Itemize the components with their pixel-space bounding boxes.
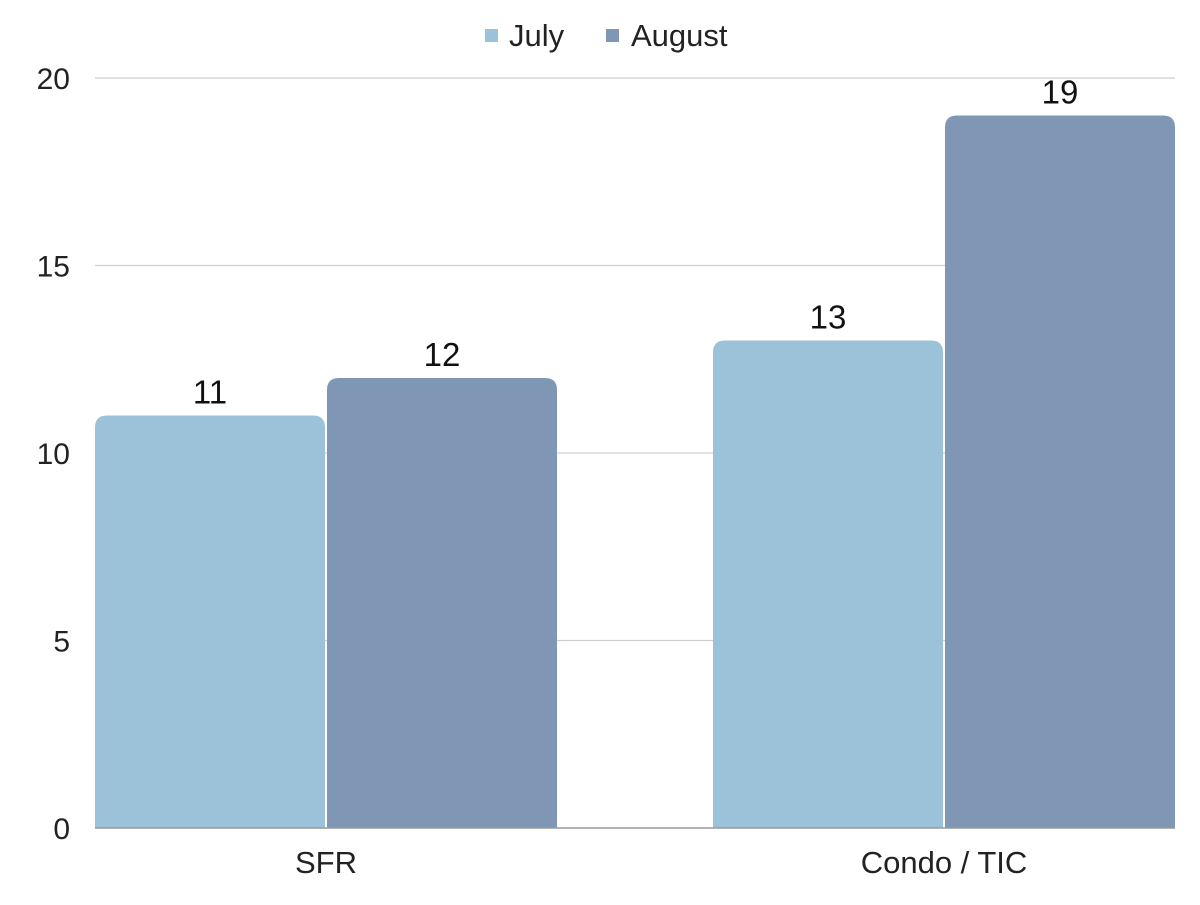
legend: July August	[485, 18, 728, 53]
data-label: 19	[1042, 74, 1079, 111]
x-tick-label: SFR	[295, 845, 357, 880]
y-tick-label: 15	[37, 251, 70, 284]
bar-august-1	[327, 378, 557, 828]
bars	[95, 115, 1175, 828]
y-tick-label: 5	[53, 626, 70, 659]
legend-label-july: July	[509, 18, 565, 53]
data-label: 13	[810, 299, 847, 336]
legend-swatch-july	[485, 29, 498, 42]
bar-july-2	[713, 340, 943, 828]
axes: 0 5 10 15 20 SFR Condo / TIC	[37, 63, 1175, 880]
data-label: 12	[424, 336, 461, 373]
y-tick-label: 20	[37, 63, 70, 96]
x-tick-label: Condo / TIC	[861, 845, 1028, 880]
data-labels: 11 12 13 19	[193, 74, 1078, 411]
legend-label-august: August	[631, 18, 728, 53]
y-tick-label: 0	[53, 813, 70, 846]
legend-swatch-august	[606, 29, 619, 42]
data-label: 11	[193, 374, 227, 411]
bar-july-1	[95, 415, 325, 828]
bar-august-2	[945, 115, 1175, 828]
y-tick-label: 10	[37, 438, 70, 471]
